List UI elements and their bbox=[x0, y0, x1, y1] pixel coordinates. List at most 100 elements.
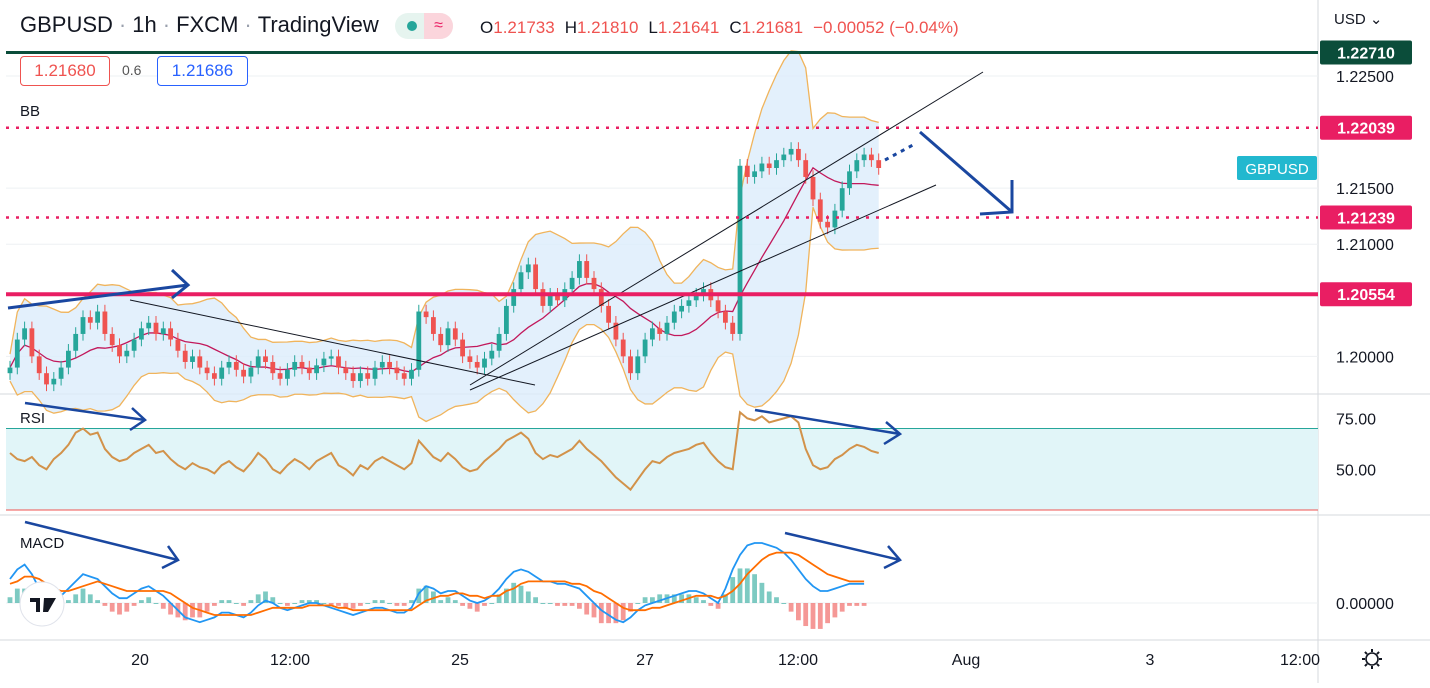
channel-upper-line bbox=[469, 71, 984, 386]
macd-hist-bar bbox=[766, 591, 772, 603]
macd-hist-bar bbox=[642, 597, 648, 603]
symbol-legend[interactable]: GBPUSD · 1h · FXCM · TradingView bbox=[20, 12, 379, 38]
candle-body bbox=[671, 311, 677, 323]
broker-label: FXCM bbox=[176, 12, 239, 37]
down-channel-line bbox=[129, 299, 536, 386]
candle-body bbox=[73, 333, 79, 351]
candle-body bbox=[701, 289, 706, 295]
macd-hist-bar bbox=[7, 597, 13, 603]
candle-body bbox=[861, 154, 867, 161]
candle-body bbox=[715, 300, 721, 312]
buy-price-button[interactable]: 1.21686 bbox=[157, 56, 248, 86]
candle-body bbox=[693, 294, 699, 301]
macd-hist-bar bbox=[95, 600, 100, 603]
macd-line bbox=[9, 542, 865, 624]
macd-arrowhead-left bbox=[161, 545, 180, 570]
spread-value: 0.6 bbox=[122, 62, 142, 78]
macd-hist-bar bbox=[452, 600, 458, 603]
open-value: 1.21733 bbox=[493, 18, 555, 37]
macd-hist-bar bbox=[577, 603, 582, 609]
candle-body bbox=[482, 358, 487, 368]
macd-hist-bar bbox=[394, 603, 400, 606]
macd-hist-bar bbox=[598, 603, 604, 624]
macd-tick-label: 0.00000 bbox=[1336, 596, 1394, 613]
candle-body bbox=[270, 361, 276, 374]
candle-body bbox=[372, 367, 378, 379]
candle-body bbox=[511, 289, 517, 306]
legend-sep-1: · bbox=[118, 12, 127, 37]
candle-body bbox=[759, 163, 765, 172]
high-value: 1.21810 bbox=[576, 18, 639, 37]
candle-body bbox=[825, 221, 830, 228]
open-label: O bbox=[480, 18, 494, 37]
macd-hist-bar bbox=[299, 600, 305, 603]
candle-body bbox=[358, 373, 363, 382]
candle-body bbox=[664, 322, 670, 334]
trend-arrowhead-main-left bbox=[170, 268, 191, 300]
candle-body bbox=[781, 154, 787, 161]
candle-body bbox=[409, 369, 414, 379]
candle-body bbox=[365, 373, 371, 379]
macd-hist-bar bbox=[255, 594, 261, 603]
market-status-pill[interactable]: ≈ bbox=[395, 13, 453, 39]
macd-hist-bar bbox=[131, 603, 137, 606]
candle-body bbox=[102, 311, 108, 334]
forecast-arrow bbox=[919, 130, 1013, 214]
candle-body bbox=[212, 373, 217, 379]
macd-hist-bar bbox=[212, 603, 217, 606]
macd-hist-bar bbox=[204, 603, 210, 612]
macd-arrow-left bbox=[24, 520, 179, 562]
candle-body bbox=[51, 378, 57, 385]
macd-hist-bar bbox=[496, 594, 502, 603]
candle-body bbox=[620, 339, 626, 357]
sell-price-button[interactable]: 1.21680 bbox=[20, 56, 110, 86]
macd-hist-bar bbox=[847, 603, 852, 606]
legend-sep-2: · bbox=[162, 12, 171, 37]
candle-body bbox=[839, 188, 845, 211]
candle-body bbox=[87, 317, 93, 323]
candle-body bbox=[66, 350, 71, 368]
low-value: 1.21641 bbox=[657, 18, 720, 37]
macd-hist-bar bbox=[613, 603, 619, 624]
macd-hist-bar bbox=[117, 603, 122, 615]
macd-hist-bar bbox=[66, 600, 71, 603]
macd-hist-bar bbox=[803, 603, 809, 627]
macd-hist-bar bbox=[124, 603, 130, 612]
currency-selector[interactable]: USD ⌄ bbox=[1334, 10, 1382, 28]
macd-hist-bar bbox=[153, 603, 159, 604]
macd-hist-bar bbox=[525, 591, 531, 603]
candle-body bbox=[248, 367, 254, 377]
candle-body bbox=[817, 199, 823, 222]
time-tick-label: 12:00 bbox=[1280, 652, 1320, 669]
macd-hist-bar bbox=[328, 603, 334, 606]
macd-hist-bar bbox=[182, 603, 188, 621]
macd-hist-bar bbox=[80, 588, 86, 603]
level-price-label-3: 1.21239 bbox=[1337, 210, 1395, 227]
macd-hist-bar bbox=[701, 600, 706, 603]
gear-tooth bbox=[1376, 663, 1380, 667]
macd-hist-bar bbox=[562, 603, 568, 606]
macd-hist-bar bbox=[336, 603, 341, 606]
macd-hist-bar bbox=[387, 603, 392, 604]
macd-histogram bbox=[7, 568, 867, 629]
candle-body bbox=[744, 165, 750, 177]
candle-body bbox=[803, 160, 809, 177]
candle-body bbox=[613, 322, 619, 340]
macd-hist-bar bbox=[584, 603, 590, 615]
rsi-line bbox=[9, 410, 879, 492]
candle-body bbox=[197, 356, 203, 368]
candle-body bbox=[36, 356, 42, 374]
time-tick-label: 12:00 bbox=[778, 652, 818, 669]
macd-hist-bar bbox=[861, 603, 867, 606]
candle-body bbox=[109, 333, 115, 346]
candle-body bbox=[394, 367, 400, 374]
macd-hist-bar bbox=[358, 603, 363, 606]
candle-body bbox=[306, 367, 312, 374]
macd-hist-bar bbox=[321, 603, 327, 604]
macd-hist-bar bbox=[270, 597, 276, 603]
candle-body bbox=[584, 261, 590, 278]
gear-tooth bbox=[1364, 651, 1368, 655]
candle-body bbox=[737, 165, 743, 334]
